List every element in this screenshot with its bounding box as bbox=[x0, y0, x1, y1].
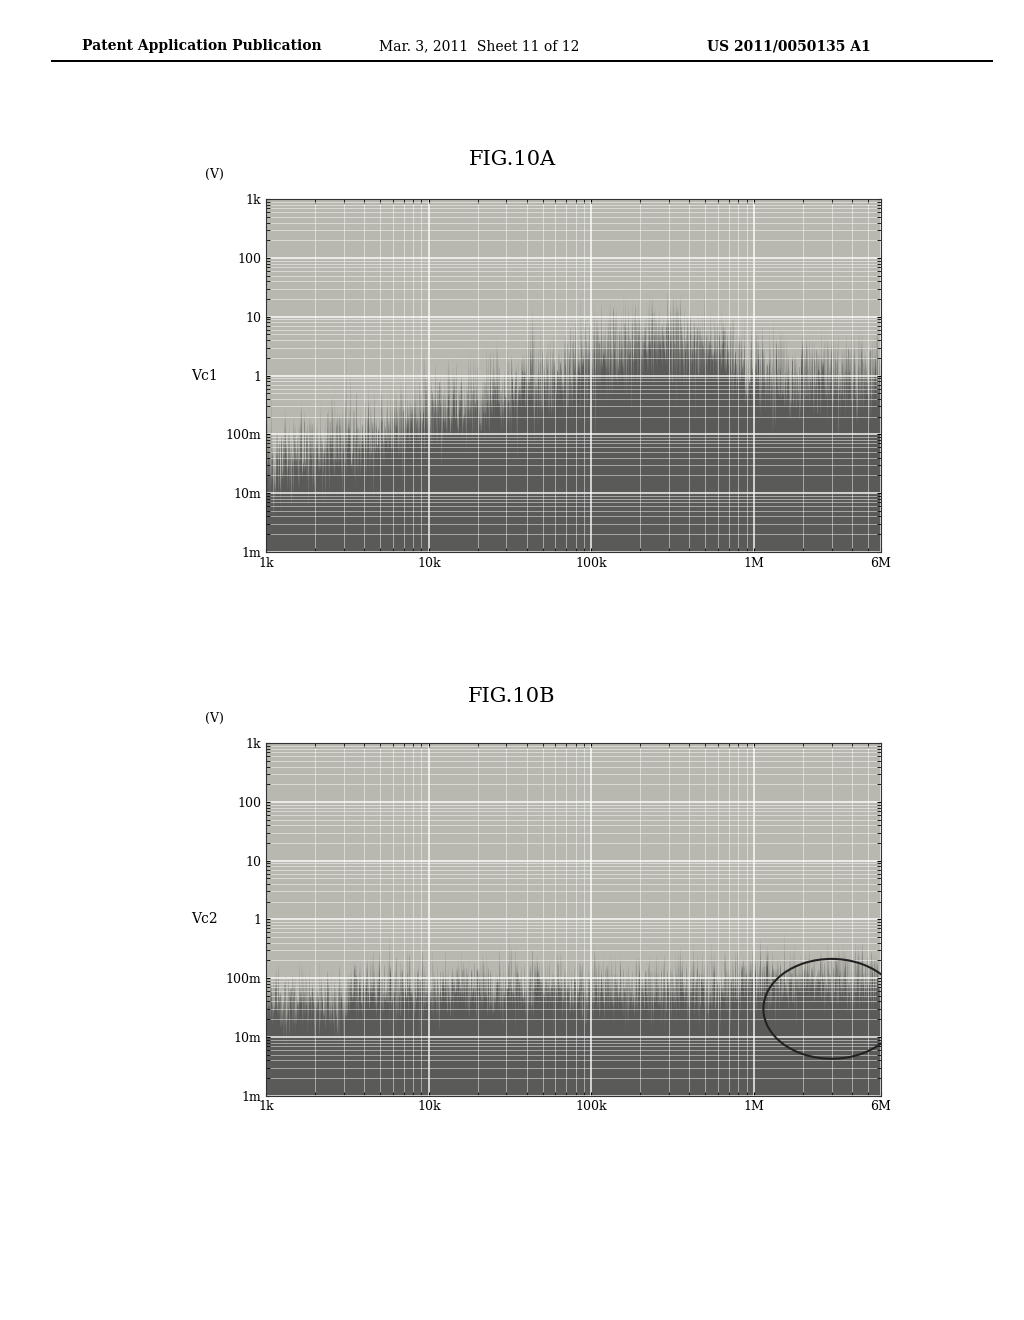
Text: (V): (V) bbox=[205, 168, 223, 181]
Text: FIG.10A: FIG.10A bbox=[468, 150, 556, 169]
Y-axis label: Vc2: Vc2 bbox=[191, 912, 218, 927]
Text: FIG.10B: FIG.10B bbox=[468, 688, 556, 706]
Text: US 2011/0050135 A1: US 2011/0050135 A1 bbox=[707, 40, 870, 53]
Text: (V): (V) bbox=[205, 711, 223, 725]
Y-axis label: Vc1: Vc1 bbox=[191, 368, 218, 383]
Text: Mar. 3, 2011  Sheet 11 of 12: Mar. 3, 2011 Sheet 11 of 12 bbox=[379, 40, 580, 53]
Text: Patent Application Publication: Patent Application Publication bbox=[82, 40, 322, 53]
